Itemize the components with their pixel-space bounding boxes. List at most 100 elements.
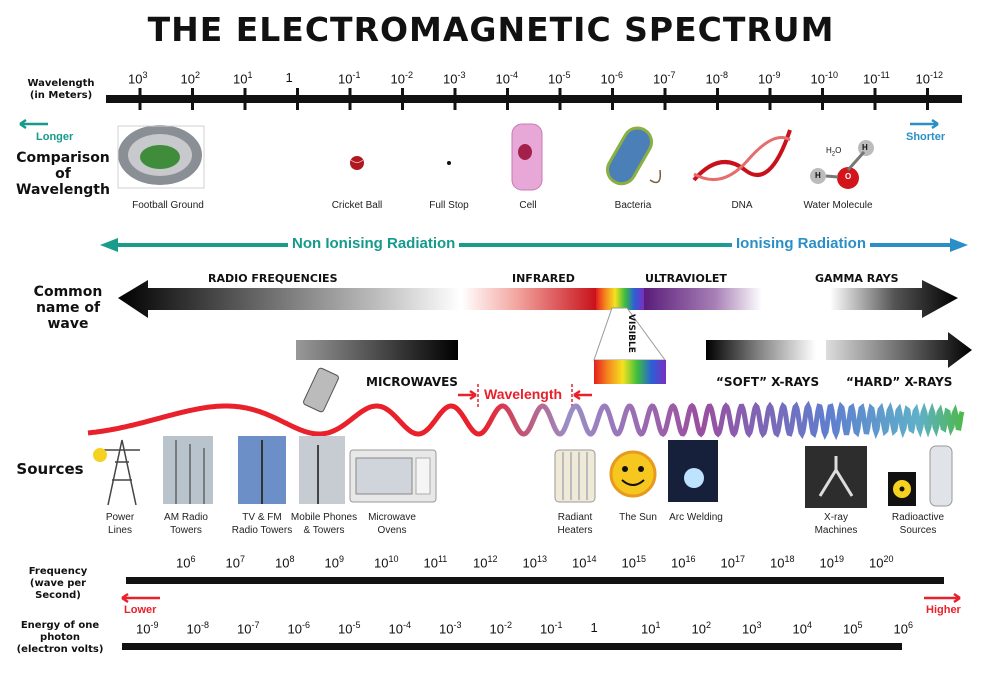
frequency-tick-label: 107: [225, 554, 245, 571]
infrared-label: INFRARED: [512, 272, 575, 285]
energy-tick-label: 10-4: [388, 620, 411, 637]
infrared-band: [462, 288, 596, 310]
wavelength-tick-label: 10-10: [810, 70, 838, 87]
common-name-row-label: Common name of wave: [33, 284, 103, 333]
frequency-tick-label: 1017: [720, 554, 745, 571]
wavelength-tick-label: 1: [285, 70, 293, 85]
gamma-band: [830, 280, 958, 318]
wavelength-tick: [348, 88, 352, 110]
visible-label: VISIBLE: [626, 314, 636, 353]
water-formula-label: H2O: [826, 146, 842, 158]
wavelength-tick-label: 10-1: [338, 70, 361, 87]
energy-row-label: Energy of one photon (electron volts): [16, 620, 104, 655]
hydrogen-label-left: H: [815, 171, 821, 180]
source-label: X-ray Machines: [814, 512, 858, 536]
energy-axis: [122, 643, 902, 650]
sources-row-label: Sources: [16, 460, 84, 478]
hydrogen-label-top: H: [862, 143, 868, 152]
comparison-item-label: Cricket Ball: [331, 200, 383, 211]
frequency-tick-label: 108: [275, 554, 295, 571]
football-ground-icon: [117, 125, 205, 189]
frequency-tick-label: 109: [324, 554, 344, 571]
source-label: Power Lines: [105, 512, 135, 536]
energy-tick-label: 10-1: [540, 620, 563, 637]
energy-tick-label: 106: [893, 620, 913, 637]
am-radio-towers-icon: [163, 436, 213, 504]
water-molecule-icon: [810, 140, 874, 189]
frequency-tick-label: 1015: [621, 554, 646, 571]
microwaves-label: MICROWAVES: [366, 375, 458, 389]
radio-frequencies-label: RADIO FREQUENCIES: [208, 272, 338, 285]
wavelength-tick: [453, 88, 457, 110]
wavelength-row-label: Wavelength (in Meters): [20, 78, 102, 102]
lower-arrow-icon: [121, 592, 160, 604]
wavelength-tick: [821, 88, 824, 110]
wavelength-axis: [106, 95, 962, 103]
frequency-tick-label: 106: [176, 554, 196, 571]
frequency-tick-label: 1016: [671, 554, 696, 571]
wavelength-tick-label: 10-7: [653, 70, 676, 87]
wavelength-tick-label: 10-11: [863, 70, 890, 87]
wavelength-tick: [296, 88, 299, 110]
non-ionising-arrow-icon: [100, 238, 118, 252]
wavelength-tick: [558, 88, 562, 110]
wavelength-tick-label: 103: [128, 70, 148, 87]
ultraviolet-label: ULTRAVIOLET: [645, 272, 727, 285]
comparison-item-label: Full Stop: [429, 200, 469, 211]
frequency-tick-label: 1011: [423, 554, 448, 571]
wavelength-tick-label: 10-6: [600, 70, 623, 87]
wavelength-tick-label: 102: [180, 70, 200, 87]
energy-tick-label: 104: [792, 620, 812, 637]
wavelength-tick: [401, 88, 404, 110]
mobile-phones-towers-icon: [299, 367, 345, 504]
page-title: THE ELECTROMAGNETIC SPECTRUM: [147, 10, 835, 49]
energy-tick-label: 10-9: [136, 620, 159, 637]
wavelength-marker-right-arrow-icon: [573, 389, 592, 401]
source-label: Mobile Phones & Towers: [290, 512, 358, 536]
comparison-item-label: DNA: [731, 200, 753, 211]
higher-label: Higher: [926, 604, 961, 616]
ionising-label: Ionising Radiation: [732, 235, 870, 252]
comparison-item-label: Bacteria: [614, 200, 652, 211]
frequency-row-label: Frequency (wave per Second): [28, 566, 88, 601]
energy-tick-label: 10-8: [186, 620, 209, 637]
source-label: The Sun: [619, 512, 657, 523]
visible-band: [596, 288, 644, 310]
tv-fm-radio-towers-icon: [238, 436, 286, 504]
frequency-tick-label: 1012: [473, 554, 498, 571]
comparison-item-label: Football Ground: [132, 200, 204, 211]
wave-curve: [87, 400, 965, 441]
longer-label: Longer: [36, 131, 74, 143]
energy-tick-label: 10-3: [439, 620, 462, 637]
source-label: Arc Welding: [669, 512, 723, 523]
energy-tick-label: 10-7: [237, 620, 260, 637]
hard-xray-band: [826, 332, 972, 368]
source-label: Radioactive Sources: [891, 512, 945, 536]
wavelength-tick: [768, 88, 772, 110]
xray-machine-icon: [805, 446, 867, 508]
microwave-oven-icon: [349, 449, 437, 503]
wavelength-tick-marks: [138, 88, 929, 110]
radioactive-sources-icon: [888, 445, 953, 507]
energy-tick-label: 102: [691, 620, 711, 637]
wavelength-tick-label: 10-4: [495, 70, 518, 87]
wavelength-tick: [611, 88, 614, 110]
soft-xray-band: [706, 340, 816, 360]
dna-icon: [692, 129, 792, 182]
energy-tick-label: 10-2: [489, 620, 512, 637]
radiation-line: [112, 243, 958, 247]
shorter-arrow-icon: [910, 118, 939, 130]
higher-arrow-icon: [924, 592, 961, 604]
wavelength-row-label-text: Wavelength (in Meters): [27, 78, 95, 101]
frequency-tick-label: 1010: [374, 554, 399, 571]
sun-icon: [609, 450, 657, 498]
frequency-axis: [126, 577, 944, 584]
wavelength-tick: [191, 88, 194, 110]
cell-icon: [511, 123, 543, 191]
frequency-tick-label: 1018: [770, 554, 795, 571]
wavelength-tick: [138, 88, 142, 110]
longer-arrow-icon: [19, 118, 48, 130]
frequency-tick-label: 1013: [522, 554, 547, 571]
bacteria-icon: [606, 126, 662, 186]
